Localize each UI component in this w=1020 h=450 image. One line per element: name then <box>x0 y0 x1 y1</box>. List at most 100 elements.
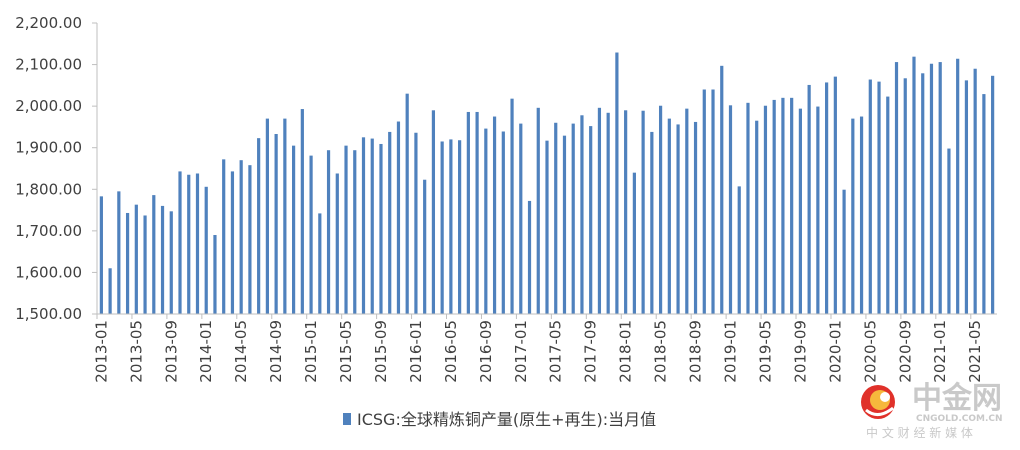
bar <box>746 102 750 314</box>
bar <box>956 58 960 314</box>
y-tick-label: 2,100.00 <box>15 56 82 74</box>
x-tick-label: 2019-01 <box>721 320 739 383</box>
bar <box>492 116 497 314</box>
bar <box>859 116 864 314</box>
bar <box>711 89 715 314</box>
bar <box>458 140 462 314</box>
x-axis-labels: 2013-01 2013-05 2013-09 2014-01 2014-05 2014-… <box>92 320 984 383</box>
bar <box>991 75 995 314</box>
x-tick-label: 2020-01 <box>826 320 844 383</box>
bar <box>676 124 680 315</box>
x-tick-label: 2016-05 <box>442 320 460 383</box>
x-tick-label: 2019-05 <box>756 320 774 383</box>
bar <box>335 173 339 314</box>
legend: ICSG:全球精炼铜产量(原生+再生):当月值 <box>343 410 656 429</box>
bar <box>982 94 986 314</box>
bar <box>606 112 610 314</box>
x-tick-label: 2014-01 <box>197 320 215 383</box>
bar <box>475 111 479 315</box>
bar <box>125 212 130 314</box>
bar <box>257 138 261 314</box>
bar <box>510 98 514 314</box>
bar <box>894 62 899 314</box>
bar <box>790 97 794 314</box>
bar <box>178 171 182 314</box>
bar <box>117 191 121 314</box>
bar <box>388 131 392 314</box>
y-tick-label: 1,700.00 <box>15 222 82 240</box>
bar <box>877 81 881 315</box>
x-tick-label: 2015-09 <box>372 320 390 383</box>
cngold-logo-icon <box>861 385 895 419</box>
bar <box>274 134 278 314</box>
bar <box>213 235 217 314</box>
watermark-brand: 中金网 <box>912 381 1002 416</box>
bar <box>763 105 768 314</box>
bar <box>737 186 741 314</box>
bar <box>597 107 602 314</box>
bar <box>143 215 147 314</box>
bar <box>728 105 733 314</box>
bar <box>248 165 252 314</box>
bar <box>99 196 103 314</box>
legend-swatch <box>343 413 351 425</box>
bar <box>265 118 269 314</box>
bar <box>300 109 304 314</box>
x-tick-label: 2021-05 <box>966 320 984 383</box>
y-tick-label: 1,500.00 <box>15 305 82 323</box>
x-tick-label: 2016-09 <box>477 320 495 383</box>
x-tick-label: 2020-05 <box>861 320 879 383</box>
bar <box>160 205 165 314</box>
legend-label: ICSG:全球精炼铜产量(原生+再生):当月值 <box>357 410 656 429</box>
x-tick-label: 2015-01 <box>302 320 320 383</box>
bar <box>702 89 706 314</box>
bar <box>615 52 619 315</box>
bar <box>239 160 243 314</box>
bar <box>431 110 436 314</box>
bar <box>554 122 558 315</box>
x-tick-label: 2018-01 <box>617 320 635 383</box>
bar <box>108 268 112 314</box>
bar <box>152 195 156 314</box>
bar <box>650 131 654 314</box>
bar <box>396 121 401 315</box>
bar <box>562 135 567 314</box>
x-tick-label: 2013-01 <box>92 320 110 383</box>
bar <box>449 139 453 314</box>
bar <box>816 106 820 314</box>
bar <box>134 204 138 314</box>
bar <box>929 63 934 314</box>
bar <box>370 138 374 314</box>
bar <box>414 132 418 314</box>
y-axis-labels: 1,500.00 1,600.00 1,700.00 1,800.00 1,900.00… <box>15 14 82 323</box>
bar <box>825 82 829 314</box>
y-tick-label: 2,200.00 <box>15 14 82 32</box>
bar <box>536 107 540 314</box>
x-tick-label: 2018-09 <box>687 320 705 383</box>
bar <box>361 137 366 314</box>
bar <box>545 140 549 314</box>
watermark-slogan: 中 文 财 经 新 媒 体 <box>866 425 973 440</box>
bar <box>807 84 811 314</box>
bar <box>353 150 357 314</box>
bar <box>283 118 287 314</box>
watermark: 中金网 CNGOLD.COM.CN 中 文 财 经 新 媒 体 <box>861 381 1003 440</box>
x-tick-label: 2013-09 <box>162 320 180 383</box>
bar <box>772 99 776 314</box>
bar <box>204 186 208 314</box>
bar <box>169 211 173 314</box>
bar <box>693 121 698 314</box>
bar <box>230 171 235 314</box>
bar <box>903 78 907 314</box>
bar <box>519 123 523 314</box>
bar <box>571 123 575 314</box>
bar <box>851 118 855 314</box>
bar <box>973 68 977 314</box>
bar <box>632 172 636 314</box>
bar <box>781 97 785 314</box>
x-tick-label: 2017-09 <box>582 320 600 383</box>
x-tick-label: 2017-01 <box>512 320 530 383</box>
bar <box>501 131 505 314</box>
bar <box>947 148 951 314</box>
